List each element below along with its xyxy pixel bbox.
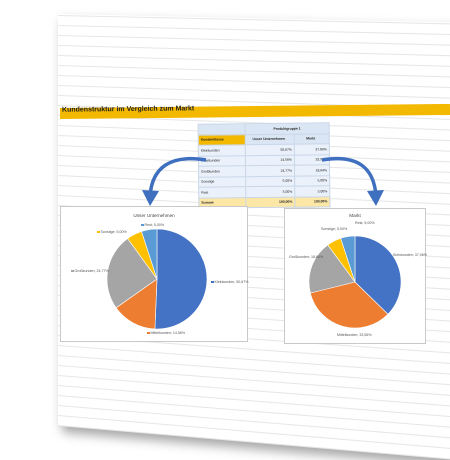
row-ours: 5,00% [245, 175, 295, 187]
legend-dot-icon [97, 230, 100, 234]
data-label-text: Rest; 5,00% [144, 223, 165, 227]
data-label-mittelkunden: Mittelkunden; 33,56% [337, 333, 372, 338]
data-label-text: Sonstige; 5,00% [100, 230, 127, 234]
pie-chart-market [308, 235, 402, 329]
data-label-grosskunden: Großkunden; 24,77% [71, 269, 109, 274]
data-label-grosskunden: Großkunden; 18,64% [289, 255, 323, 260]
chart-unser-unternehmen: Unser Unternehmen Kleinkunden; 50,67% Mi… [60, 206, 248, 342]
pie-chart-ours [106, 228, 208, 330]
data-label-text: Mittelkunden; 14,56% [150, 331, 186, 335]
right-curved-arrow-icon [321, 157, 384, 206]
legend-dot-icon [71, 269, 74, 273]
pie-slice-rest [141, 228, 158, 280]
data-table: Produktgruppe 1 Kundenklasse Unser Unter… [198, 122, 331, 209]
data-label-sonstige: Sonstige; 5,00% [321, 227, 347, 232]
pie-slice-kleinkunden [154, 228, 208, 330]
data-label-text: Großkunden; 24,77% [74, 269, 109, 273]
left-curved-arrow-icon [142, 157, 207, 206]
chart-title: Markt [349, 213, 361, 218]
col-header-ours: Unser Unternehmen [245, 133, 295, 145]
legend-dot-icon [141, 223, 144, 227]
legend-dot-icon [147, 331, 150, 335]
data-label-mittelkunden: Mittelkunden; 14,56% [147, 331, 185, 336]
chart-title: Unser Unternehmen [133, 213, 175, 218]
data-label-rest: Rest; 5,00% [355, 221, 375, 226]
pie-slice-grosskunden [106, 238, 158, 309]
data-label-text: Kleinkunden; 37,06% [393, 253, 427, 257]
sum-ours: 100,00% [245, 196, 295, 208]
chart-markt: Markt Kleinkunden; 37,06% Mittelkunden; … [284, 208, 427, 344]
col-header-market: Markt [294, 133, 330, 145]
pie-slice-mittelkunden [309, 281, 389, 329]
data-label-rest: Rest; 5,00% [141, 223, 164, 228]
data-label-text: Sonstige; 5,00% [321, 227, 348, 231]
row-ours: 5,00% [245, 186, 295, 198]
row-ours: 50,67% [245, 144, 295, 156]
data-label-text: Rest; 5,00% [355, 221, 375, 225]
col-header-class: Kundenklasse [198, 134, 246, 146]
row-ours: 24,77% [245, 165, 295, 177]
data-label-text: Mittelkunden; 33,56% [337, 333, 372, 337]
pie-slice-grosskunden [308, 244, 356, 294]
row-ours: 14,56% [245, 154, 295, 166]
pie-slice-rest [340, 235, 356, 283]
page-title: Kundenstruktur im Vergleich zum Markt [61, 105, 195, 114]
data-label-kleinkunden: Kleinkunden; 37,06% [393, 253, 427, 258]
data-label-sonstige: Sonstige; 5,00% [97, 230, 127, 235]
data-label-kleinkunden: Kleinkunden; 50,67% [211, 280, 248, 285]
data-label-text: Kleinkunden; 50,67% [214, 280, 249, 284]
table-corner [198, 123, 246, 135]
legend-dot-icon [211, 280, 214, 284]
pie-slice-kleinkunden [354, 235, 402, 315]
data-label-text: Großkunden; 18,64% [289, 255, 324, 259]
